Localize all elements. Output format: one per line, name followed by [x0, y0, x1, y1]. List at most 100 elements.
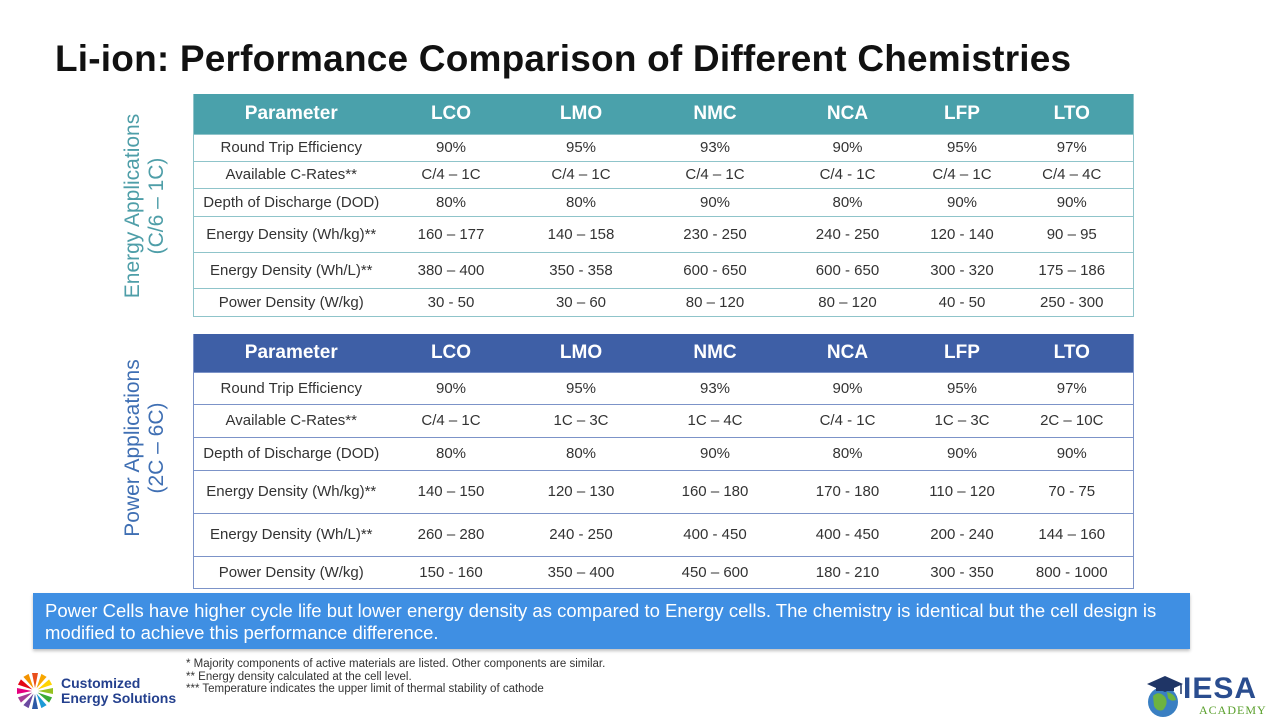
- table-header-row: Parameter LCO LMO NMC NCA LFP LTO: [193, 94, 1134, 134]
- value-cell: 80%: [513, 436, 649, 470]
- page-title: Li-ion: Performance Comparison of Differ…: [55, 38, 1072, 79]
- footnotes: * Majority components of active material…: [186, 658, 605, 696]
- value-cell: 90%: [781, 133, 914, 161]
- value-cell: 90%: [648, 436, 782, 470]
- sunburst-icon: [17, 673, 53, 709]
- value-cell: 95%: [913, 371, 1011, 404]
- value-cell: 260 – 280: [388, 512, 514, 556]
- value-cell: 150 - 160: [388, 555, 514, 589]
- value-cell: 600 - 650: [648, 251, 782, 288]
- value-cell: C/4 – 4C: [1010, 160, 1134, 188]
- parameter-cell: Round Trip Efficiency: [193, 371, 389, 404]
- value-cell: 2C – 10C: [1010, 403, 1134, 437]
- value-cell: 30 – 60: [513, 287, 649, 317]
- value-cell: 90%: [781, 371, 914, 404]
- value-cell: C/4 – 1C: [913, 160, 1011, 188]
- value-cell: 450 – 600: [648, 555, 782, 589]
- value-cell: C/4 - 1C: [781, 160, 914, 188]
- value-cell: 97%: [1010, 371, 1134, 404]
- value-cell: 90%: [388, 133, 514, 161]
- parameter-cell: Power Density (W/kg): [193, 287, 389, 317]
- value-cell: 240 - 250: [513, 512, 649, 556]
- table-row: Available C-Rates** C/4 – 1C C/4 – 1C C/4 –…: [193, 160, 1134, 188]
- value-cell: 380 – 400: [388, 251, 514, 288]
- value-cell: 95%: [513, 371, 649, 404]
- column-header-lto: LTO: [1053, 102, 1090, 124]
- value-cell: 800 - 1000: [1010, 555, 1134, 589]
- value-cell: 80%: [781, 436, 914, 470]
- value-cell: 90%: [1010, 436, 1134, 470]
- power-label-line-2: (2C – 6C): [145, 402, 168, 494]
- value-cell: 80 – 120: [781, 287, 914, 317]
- value-cell: 140 – 158: [513, 215, 649, 252]
- value-cell: 80%: [513, 187, 649, 216]
- column-header-nca: NCA: [826, 102, 869, 124]
- value-cell: 90%: [648, 187, 782, 216]
- value-cell: 93%: [648, 371, 782, 404]
- energy-label-line-1: Energy Applications: [121, 113, 144, 299]
- value-cell: 250 - 300: [1010, 287, 1134, 317]
- parameter-cell: Depth of Discharge (DOD): [193, 436, 389, 470]
- value-cell: 95%: [513, 133, 649, 161]
- column-header-nmc: NMC: [693, 341, 737, 363]
- value-cell: 120 – 130: [513, 469, 649, 513]
- column-header-lco: LCO: [430, 341, 472, 363]
- table-header-row: Parameter LCO LMO NMC NCA LFP LTO: [193, 334, 1134, 372]
- value-cell: C/4 – 1C: [388, 160, 514, 188]
- value-cell: 40 - 50: [913, 287, 1011, 317]
- power-label-line-1: Power Applications: [121, 359, 144, 537]
- value-cell: 400 - 450: [648, 512, 782, 556]
- value-cell: 175 – 186: [1010, 251, 1134, 288]
- iesa-logo-text: IESA: [1183, 672, 1258, 705]
- footnote-2: ** Energy density calculated at the cell…: [186, 670, 412, 683]
- table-row: Energy Density (Wh/kg)** 160 – 177 140 – 1…: [193, 215, 1134, 252]
- table-row: Round Trip Efficiency 90% 95% 93% 90% 95% 97%: [193, 371, 1134, 404]
- customized-energy-solutions-logo: Customized Energy Solutions: [14, 670, 189, 714]
- value-cell: 90 – 95: [1010, 215, 1134, 252]
- value-cell: 95%: [913, 133, 1011, 161]
- value-cell: 80%: [388, 187, 514, 216]
- iesa-academy-logo: IESA ACADEMY: [1143, 670, 1275, 720]
- column-header-lfp: LFP: [944, 341, 980, 363]
- column-header-nca: NCA: [826, 341, 869, 363]
- value-cell: 200 - 240: [913, 512, 1011, 556]
- parameter-cell: Available C-Rates**: [193, 403, 389, 437]
- value-cell: 80 – 120: [648, 287, 782, 317]
- value-cell: 1C – 3C: [913, 403, 1011, 437]
- value-cell: 90%: [388, 371, 514, 404]
- column-header-lmo: LMO: [559, 341, 603, 363]
- value-cell: C/4 – 1C: [388, 403, 514, 437]
- parameter-cell: Depth of Discharge (DOD): [193, 187, 389, 216]
- value-cell: 160 – 180: [648, 469, 782, 513]
- parameter-cell: Available C-Rates**: [193, 160, 389, 188]
- parameter-cell: Energy Density (Wh/kg)**: [193, 215, 389, 252]
- value-cell: C/4 – 1C: [513, 160, 649, 188]
- ces-logo-line-1: Customized: [61, 675, 141, 691]
- value-cell: C/4 – 1C: [648, 160, 782, 188]
- value-cell: C/4 - 1C: [781, 403, 914, 437]
- footnote-1: * Majority components of active material…: [186, 658, 606, 670]
- value-cell: 1C – 3C: [513, 403, 649, 437]
- table-row: Energy Density (Wh/L)** 380 – 400 350 - 35…: [193, 251, 1134, 288]
- value-cell: 350 – 400: [513, 555, 649, 589]
- value-cell: 97%: [1010, 133, 1134, 161]
- value-cell: 350 - 358: [513, 251, 649, 288]
- column-header-parameter: Parameter: [244, 102, 338, 124]
- table-row: Energy Density (Wh/L)** 260 – 280 240 - 25…: [193, 512, 1134, 556]
- column-header-lto: LTO: [1053, 341, 1090, 363]
- table-row: Depth of Discharge (DOD) 80% 80% 90% 80% 90% 9…: [193, 436, 1134, 470]
- value-cell: 90%: [913, 436, 1011, 470]
- value-cell: 600 - 650: [781, 251, 914, 288]
- table-row: Available C-Rates** C/4 – 1C 1C – 3C 1C – 4…: [193, 403, 1134, 437]
- value-cell: 80%: [388, 436, 514, 470]
- value-cell: 240 - 250: [781, 215, 914, 252]
- value-cell: 400 - 450: [781, 512, 914, 556]
- parameter-cell: Power Density (W/kg): [193, 555, 389, 589]
- value-cell: 90%: [1010, 187, 1134, 216]
- power-applications-table: Parameter LCO LMO NMC NCA LFP LTO Round Trip E…: [193, 334, 1134, 589]
- parameter-cell: Energy Density (Wh/kg)**: [193, 469, 389, 513]
- value-cell: 170 - 180: [781, 469, 914, 513]
- value-cell: 80%: [781, 187, 914, 216]
- value-cell: 144 – 160: [1010, 512, 1134, 556]
- column-header-parameter: Parameter: [244, 341, 338, 363]
